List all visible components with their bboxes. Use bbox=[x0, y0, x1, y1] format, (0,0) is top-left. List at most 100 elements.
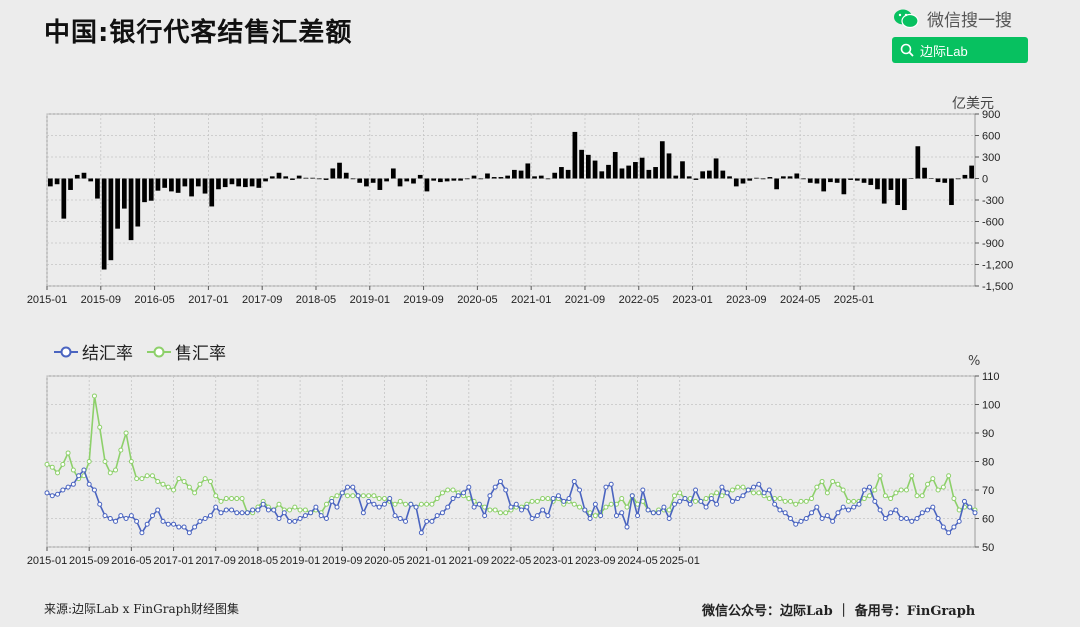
bar bbox=[390, 168, 396, 179]
y-tick-label: 50 bbox=[982, 542, 994, 554]
data-point bbox=[466, 496, 472, 502]
bar bbox=[525, 163, 531, 179]
data-point bbox=[856, 501, 862, 507]
data-point bbox=[497, 478, 503, 484]
bar bbox=[794, 173, 800, 179]
search-button[interactable]: 边际Lab bbox=[892, 37, 1028, 63]
data-point bbox=[492, 484, 498, 490]
data-point bbox=[118, 513, 124, 519]
data-point bbox=[250, 507, 256, 513]
data-point bbox=[128, 513, 134, 519]
data-point bbox=[967, 504, 973, 510]
data-point bbox=[144, 521, 150, 527]
bar bbox=[377, 178, 383, 190]
data-point bbox=[55, 470, 61, 476]
bar bbox=[693, 178, 699, 180]
data-point bbox=[740, 493, 746, 499]
data-point bbox=[418, 530, 424, 536]
data-point bbox=[387, 496, 393, 502]
data-point bbox=[223, 507, 229, 513]
bar bbox=[444, 178, 450, 182]
bar bbox=[841, 178, 847, 195]
data-point bbox=[893, 507, 899, 513]
data-point bbox=[888, 496, 894, 502]
data-point bbox=[213, 493, 219, 499]
bar bbox=[310, 177, 315, 179]
data-point bbox=[909, 473, 915, 479]
bar bbox=[659, 141, 665, 179]
data-point bbox=[645, 507, 651, 513]
bar bbox=[565, 169, 571, 179]
data-point bbox=[782, 510, 788, 516]
data-point bbox=[687, 501, 693, 507]
data-point bbox=[872, 487, 878, 493]
data-point bbox=[371, 493, 377, 499]
bar bbox=[639, 157, 645, 179]
data-point bbox=[234, 496, 240, 502]
bar bbox=[821, 178, 827, 192]
data-point bbox=[323, 516, 329, 521]
data-point bbox=[893, 490, 899, 496]
data-point bbox=[49, 493, 55, 499]
bar bbox=[633, 162, 638, 179]
data-point bbox=[624, 524, 630, 530]
data-point bbox=[466, 484, 472, 490]
data-point bbox=[297, 516, 303, 521]
bar bbox=[545, 178, 551, 180]
bar bbox=[969, 165, 974, 179]
bar bbox=[653, 167, 658, 179]
bar bbox=[532, 176, 537, 179]
wechat-search-badge[interactable]: 微信搜一搜 bbox=[893, 6, 1012, 31]
data-point bbox=[155, 507, 161, 513]
data-point bbox=[729, 498, 735, 504]
data-point bbox=[60, 461, 66, 467]
data-point bbox=[229, 507, 235, 513]
bar bbox=[202, 178, 208, 194]
data-point bbox=[925, 507, 931, 513]
bar bbox=[108, 178, 114, 261]
bar bbox=[276, 172, 282, 179]
bar bbox=[222, 178, 228, 188]
x-tick-label: 2019-09 bbox=[403, 294, 443, 306]
data-point bbox=[360, 493, 366, 499]
bar bbox=[303, 177, 309, 179]
y-tick-label: 110 bbox=[982, 371, 1000, 383]
data-point bbox=[714, 490, 720, 496]
data-point bbox=[192, 524, 198, 530]
y-tick-label: 70 bbox=[982, 485, 994, 497]
bar bbox=[417, 174, 423, 179]
legend-item-settlement[interactable]: 结汇率 bbox=[54, 339, 133, 364]
bar bbox=[424, 178, 430, 192]
data-point bbox=[139, 476, 145, 482]
data-point bbox=[803, 498, 809, 504]
x-tick-label: 2019-01 bbox=[350, 294, 390, 306]
data-point bbox=[181, 524, 187, 530]
data-point bbox=[861, 496, 867, 502]
data-point bbox=[376, 504, 382, 510]
data-point bbox=[60, 487, 66, 493]
data-point bbox=[555, 493, 561, 499]
data-point bbox=[919, 510, 925, 516]
data-point bbox=[719, 484, 725, 490]
bar bbox=[707, 170, 712, 179]
x-tick-label: 2018-05 bbox=[238, 555, 278, 567]
data-point bbox=[830, 478, 836, 484]
bar bbox=[485, 173, 490, 179]
bar bbox=[464, 178, 470, 180]
bar bbox=[431, 178, 437, 181]
data-point bbox=[281, 510, 287, 516]
bar bbox=[209, 178, 215, 207]
bar bbox=[902, 178, 907, 211]
bar bbox=[888, 178, 894, 190]
data-point bbox=[134, 518, 140, 524]
data-point bbox=[376, 496, 382, 502]
bar bbox=[330, 168, 336, 179]
data-point bbox=[318, 513, 324, 519]
legend-item-sale[interactable]: 售汇率 bbox=[147, 339, 226, 364]
data-point bbox=[97, 501, 103, 507]
x-tick-label: 2022-05 bbox=[619, 294, 659, 306]
data-point bbox=[113, 467, 119, 473]
page-title: 中国:银行代客结售汇差额 bbox=[44, 18, 353, 48]
x-tick-label: 2023-01 bbox=[533, 555, 573, 567]
data-point bbox=[935, 487, 941, 493]
